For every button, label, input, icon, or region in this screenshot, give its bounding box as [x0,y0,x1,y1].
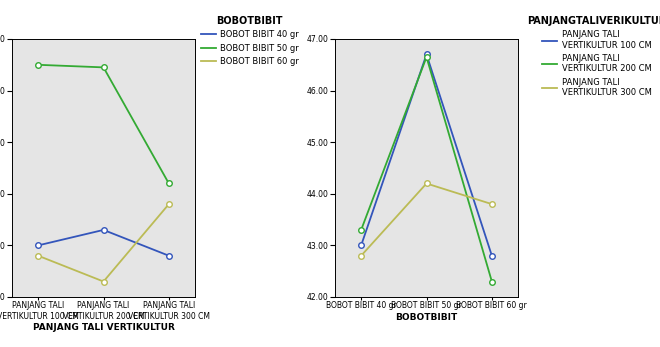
PANJANG TALI
VERTIKULTUR 300 CM [422,181,430,186]
PANJANG TALI
VERTIKULTUR 200 CM [357,228,365,232]
PANJANG TALI
VERTIKULTUR 100 CM [488,254,496,258]
BOBOT BIBIT 40 gr [100,228,108,232]
PANJANG TALI
VERTIKULTUR 100 CM [422,52,430,57]
BOBOT BIBIT 50 gr [34,63,42,67]
Line: BOBOT BIBIT 60 gr: BOBOT BIBIT 60 gr [36,201,172,284]
Legend: PANJANG TALI
VERTIKULTUR 100 CM, PANJANG TALI
VERTIKULTUR 200 CM, PANJANG TALI
V: PANJANG TALI VERTIKULTUR 100 CM, PANJANG… [525,15,660,99]
Legend: BOBOT BIBIT 40 gr, BOBOT BIBIT 50 gr, BOBOT BIBIT 60 gr: BOBOT BIBIT 40 gr, BOBOT BIBIT 50 gr, BO… [199,15,300,67]
BOBOT BIBIT 40 gr [165,254,173,258]
Line: BOBOT BIBIT 40 gr: BOBOT BIBIT 40 gr [36,227,172,259]
BOBOT BIBIT 60 gr [100,279,108,283]
Line: PANJANG TALI
VERTIKULTUR 300 CM: PANJANG TALI VERTIKULTUR 300 CM [358,181,494,259]
PANJANG TALI
VERTIKULTUR 100 CM [357,243,365,247]
X-axis label: PANJANG TALI VERTIKULTUR: PANJANG TALI VERTIKULTUR [32,323,174,332]
PANJANG TALI
VERTIKULTUR 300 CM [357,254,365,258]
Line: BOBOT BIBIT 50 gr: BOBOT BIBIT 50 gr [36,62,172,186]
PANJANG TALI
VERTIKULTUR 200 CM [488,279,496,283]
Line: PANJANG TALI
VERTIKULTUR 200 CM: PANJANG TALI VERTIKULTUR 200 CM [358,54,494,284]
PANJANG TALI
VERTIKULTUR 300 CM [488,202,496,206]
BOBOT BIBIT 60 gr [165,202,173,206]
BOBOT BIBIT 60 gr [34,254,42,258]
X-axis label: BOBOTBIBIT: BOBOTBIBIT [395,313,457,322]
BOBOT BIBIT 40 gr [34,243,42,247]
PANJANG TALI
VERTIKULTUR 200 CM [422,55,430,59]
Line: PANJANG TALI
VERTIKULTUR 100 CM: PANJANG TALI VERTIKULTUR 100 CM [358,52,494,259]
BOBOT BIBIT 50 gr [100,65,108,69]
BOBOT BIBIT 50 gr [165,181,173,186]
